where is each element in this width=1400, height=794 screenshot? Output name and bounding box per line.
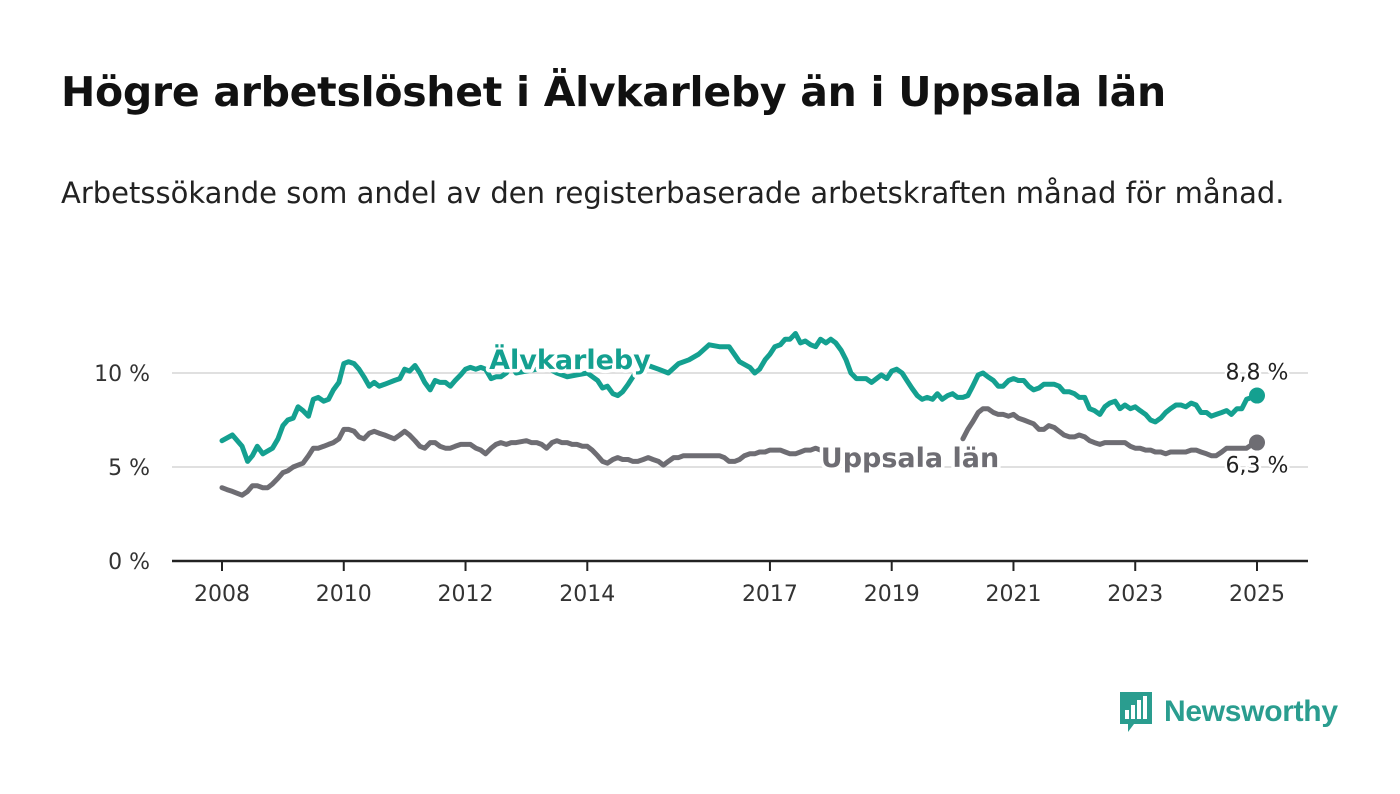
x-tick-label: 2023 xyxy=(1107,582,1163,607)
x-tick-label: 2025 xyxy=(1229,582,1285,607)
newsworthy-logo-icon xyxy=(1120,692,1152,732)
series-label-uppsala: Uppsala län xyxy=(821,443,999,474)
series-label-alvkarleby: Älvkarleby xyxy=(489,344,651,376)
end-point-alvkarleby xyxy=(1249,387,1265,404)
brand-name: Newsworthy xyxy=(1164,695,1338,728)
end-point-uppsala xyxy=(1249,434,1265,451)
y-tick-label: 0 % xyxy=(108,550,150,575)
chart-title: Högre arbetslöshet i Älvkarleby än i Upp… xyxy=(61,68,1166,116)
x-tick-label: 2019 xyxy=(864,582,920,607)
x-tick-label: 2010 xyxy=(316,582,372,607)
y-tick-label: 5 % xyxy=(108,456,150,481)
chart-subtitle: Arbetssökande som andel av den registerb… xyxy=(61,176,1285,210)
x-tick-label: 2012 xyxy=(438,582,494,607)
end-label-alvkarleby: 8,8 % xyxy=(1226,361,1289,386)
end-label-uppsala: 6,3 % xyxy=(1226,454,1289,479)
newsworthy-brand: Newsworthy xyxy=(1118,690,1338,734)
y-tick-label: 10 % xyxy=(94,362,150,387)
series-line-uppsala xyxy=(219,406,1260,498)
x-tick-label: 2017 xyxy=(742,582,798,607)
x-tick-label: 2008 xyxy=(194,582,250,607)
x-tick-label: 2014 xyxy=(559,582,615,607)
series-line-alvkarleby xyxy=(219,331,1260,464)
x-tick-label: 2021 xyxy=(985,582,1041,607)
